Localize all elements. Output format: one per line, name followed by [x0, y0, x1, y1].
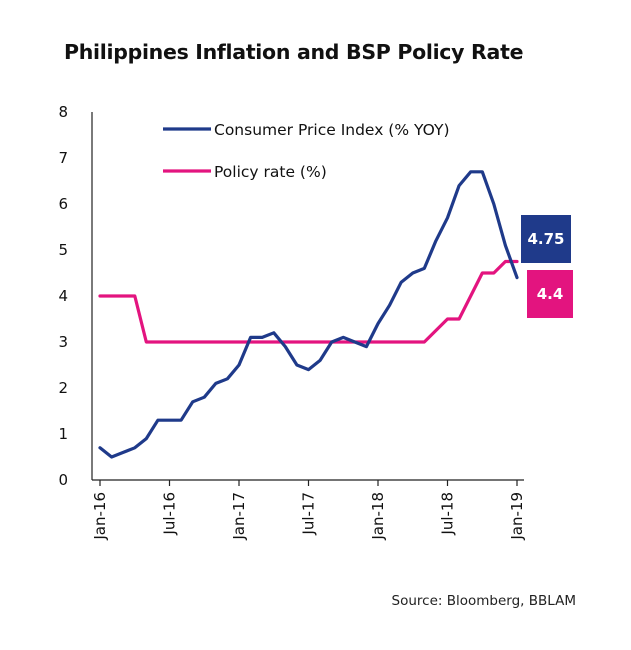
y-tick-label: 5 [58, 241, 68, 259]
y-tick-label: 8 [58, 103, 68, 121]
end-label-policy-rate-box [521, 215, 571, 263]
source-note: Source: Bloomberg, BBLAM [391, 593, 576, 609]
x-tick-label: Jul-16 [161, 492, 179, 536]
end-labels: 4.75 4.4 [521, 215, 573, 318]
x-tick-label: Jan-18 [369, 492, 387, 541]
legend-item-policy-rate-label: Policy rate (%) [214, 163, 327, 181]
y-tick-label: 2 [58, 379, 68, 397]
y-tick-label: 4 [58, 287, 68, 305]
end-label-cpi-text: 4.4 [537, 285, 564, 303]
cpi-series-line [98, 170, 519, 459]
y-tick-label: 1 [58, 425, 68, 443]
x-tick-label: Jan-16 [91, 492, 109, 541]
policy-rate-series-line [98, 259, 519, 344]
y-tick-label: 3 [58, 333, 68, 351]
x-tick-label: Jan-19 [508, 492, 526, 541]
y-tick-label: 7 [58, 149, 68, 167]
x-tick-label: Jul-18 [439, 492, 457, 536]
y-axis: 0 1 2 3 4 5 6 7 8 [58, 103, 93, 489]
x-tick-label: Jul-17 [300, 492, 318, 536]
legend: Consumer Price Index (% YOY) Policy rate … [163, 121, 450, 181]
end-label-policy-rate-text: 4.75 [527, 230, 564, 248]
series-layer [98, 170, 519, 459]
y-tick-label: 0 [58, 471, 68, 489]
legend-item-cpi-label: Consumer Price Index (% YOY) [214, 121, 450, 139]
x-tick-label: Jan-17 [230, 492, 248, 541]
y-tick-label: 6 [58, 195, 68, 213]
chart-title: Philippines Inflation and BSP Policy Rat… [64, 40, 524, 64]
x-axis: Jan-16 Jul-16 Jan-17 Jul-17 Jan-18 Jul-18 Jan-… [91, 479, 526, 541]
end-label-cpi-box [527, 270, 573, 318]
